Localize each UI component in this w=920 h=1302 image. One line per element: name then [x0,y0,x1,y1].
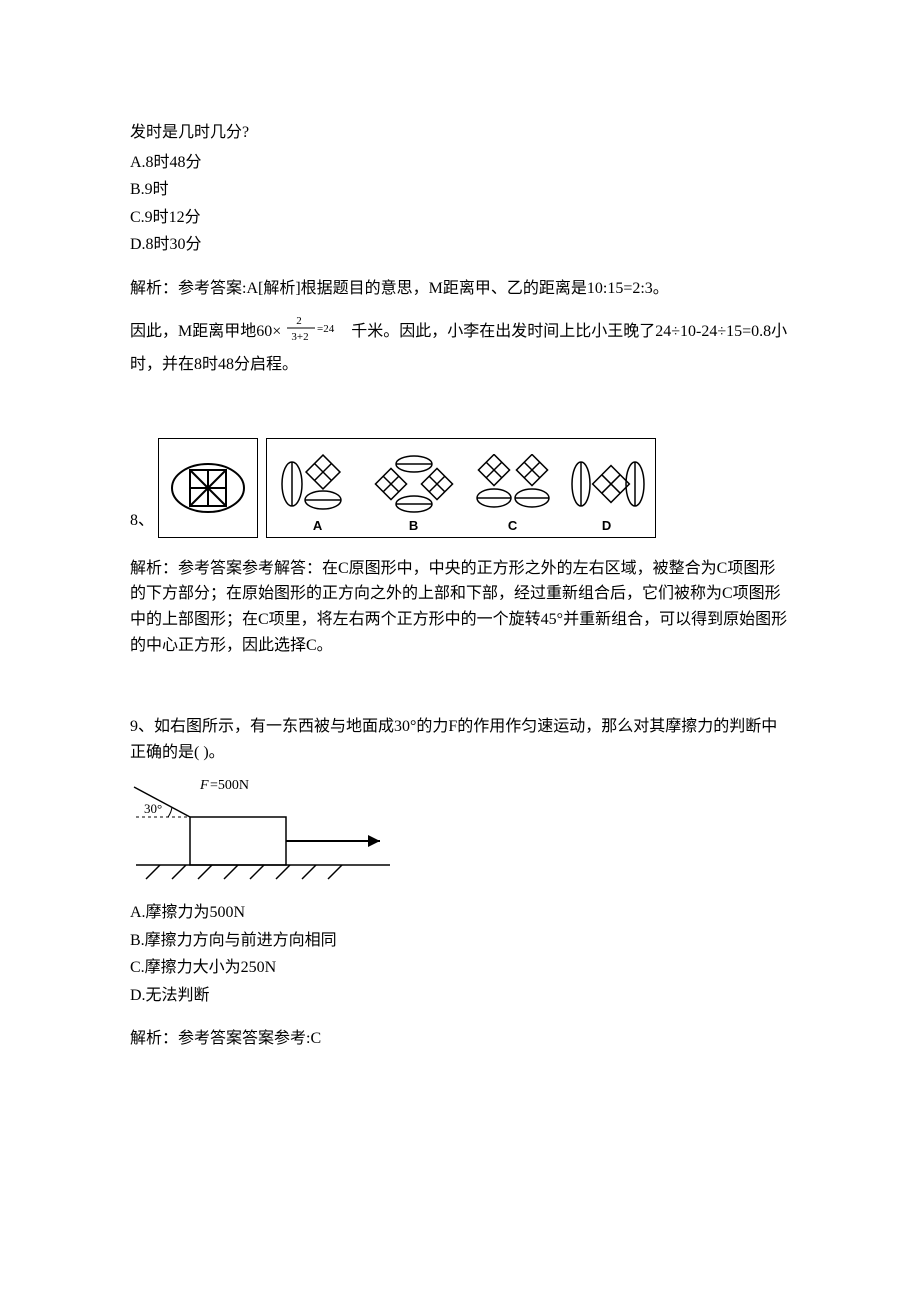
q8-label-a: A [313,516,322,537]
q8-boxes: A [158,438,656,538]
q9-figure: F =500N 30° [130,775,790,894]
q8-option-d: D [569,454,645,537]
q9-option-b: B.摩擦力方向与前进方向相同 [130,928,790,954]
q8-label-d: D [602,516,611,537]
q9-analysis: 解析：参考答案答案参考:C [130,1026,790,1052]
q9-stem: 9、如右图所示，有一东西被与地面成30°的力F的作用作匀速运动，那么对其摩擦力的… [130,714,790,765]
q7-stem: 发时是几时几分? [130,120,790,146]
q8-option-a: A [278,454,358,537]
q9-option-d: D.无法判断 [130,983,790,1009]
q7-analysis-p1: 解析：参考答案:A[解析]根据题目的意思，M距离甲、乙的距离是10:15=2:3… [130,276,790,302]
svg-text:=500N: =500N [210,778,249,793]
q7-option-a: A.8时48分 [130,150,790,176]
q8-label-c: C [508,516,517,537]
q9-option-a: A.摩擦力为500N [130,900,790,926]
q8-stem-shape [169,460,247,516]
q8-options-box: A [266,438,656,538]
q9-option-c: C.摩擦力大小为250N [130,955,790,981]
svg-text:F: F [199,778,209,793]
q7-option-d: D.8时30分 [130,232,790,258]
q8-analysis: 解析：参考答案参考解答：在C原图形中，中央的正方形之外的左右区域，被整合为C项图… [130,556,790,658]
q9-section: 9、如右图所示，有一东西被与地面成30°的力F的作用作匀速运动，那么对其摩擦力的… [130,714,790,1052]
svg-text:2: 2 [297,315,303,327]
q7-option-c: C.9时12分 [130,205,790,231]
q7-analysis-p2: 因此，M距离甲地60× 2 3+2 =24 千米。因此，小李在出发时间上比小王晚… [130,312,790,378]
q8-label-b: B [409,516,418,537]
svg-text:=24: =24 [317,323,335,335]
svg-text:3+2: 3+2 [292,331,309,343]
q8-option-c: C [470,454,556,537]
q8-stem-box [158,438,258,538]
fraction-image: 2 3+2 =24 [285,312,347,353]
q8-figure-row: 8、 [130,438,790,538]
q7-analysis-p2-prefix: 因此，M距离甲地60× [130,323,281,340]
svg-text:30°: 30° [144,801,162,816]
q7-option-b: B.9时 [130,177,790,203]
q8-number: 8、 [130,508,154,538]
q8-option-b: B [371,454,457,537]
